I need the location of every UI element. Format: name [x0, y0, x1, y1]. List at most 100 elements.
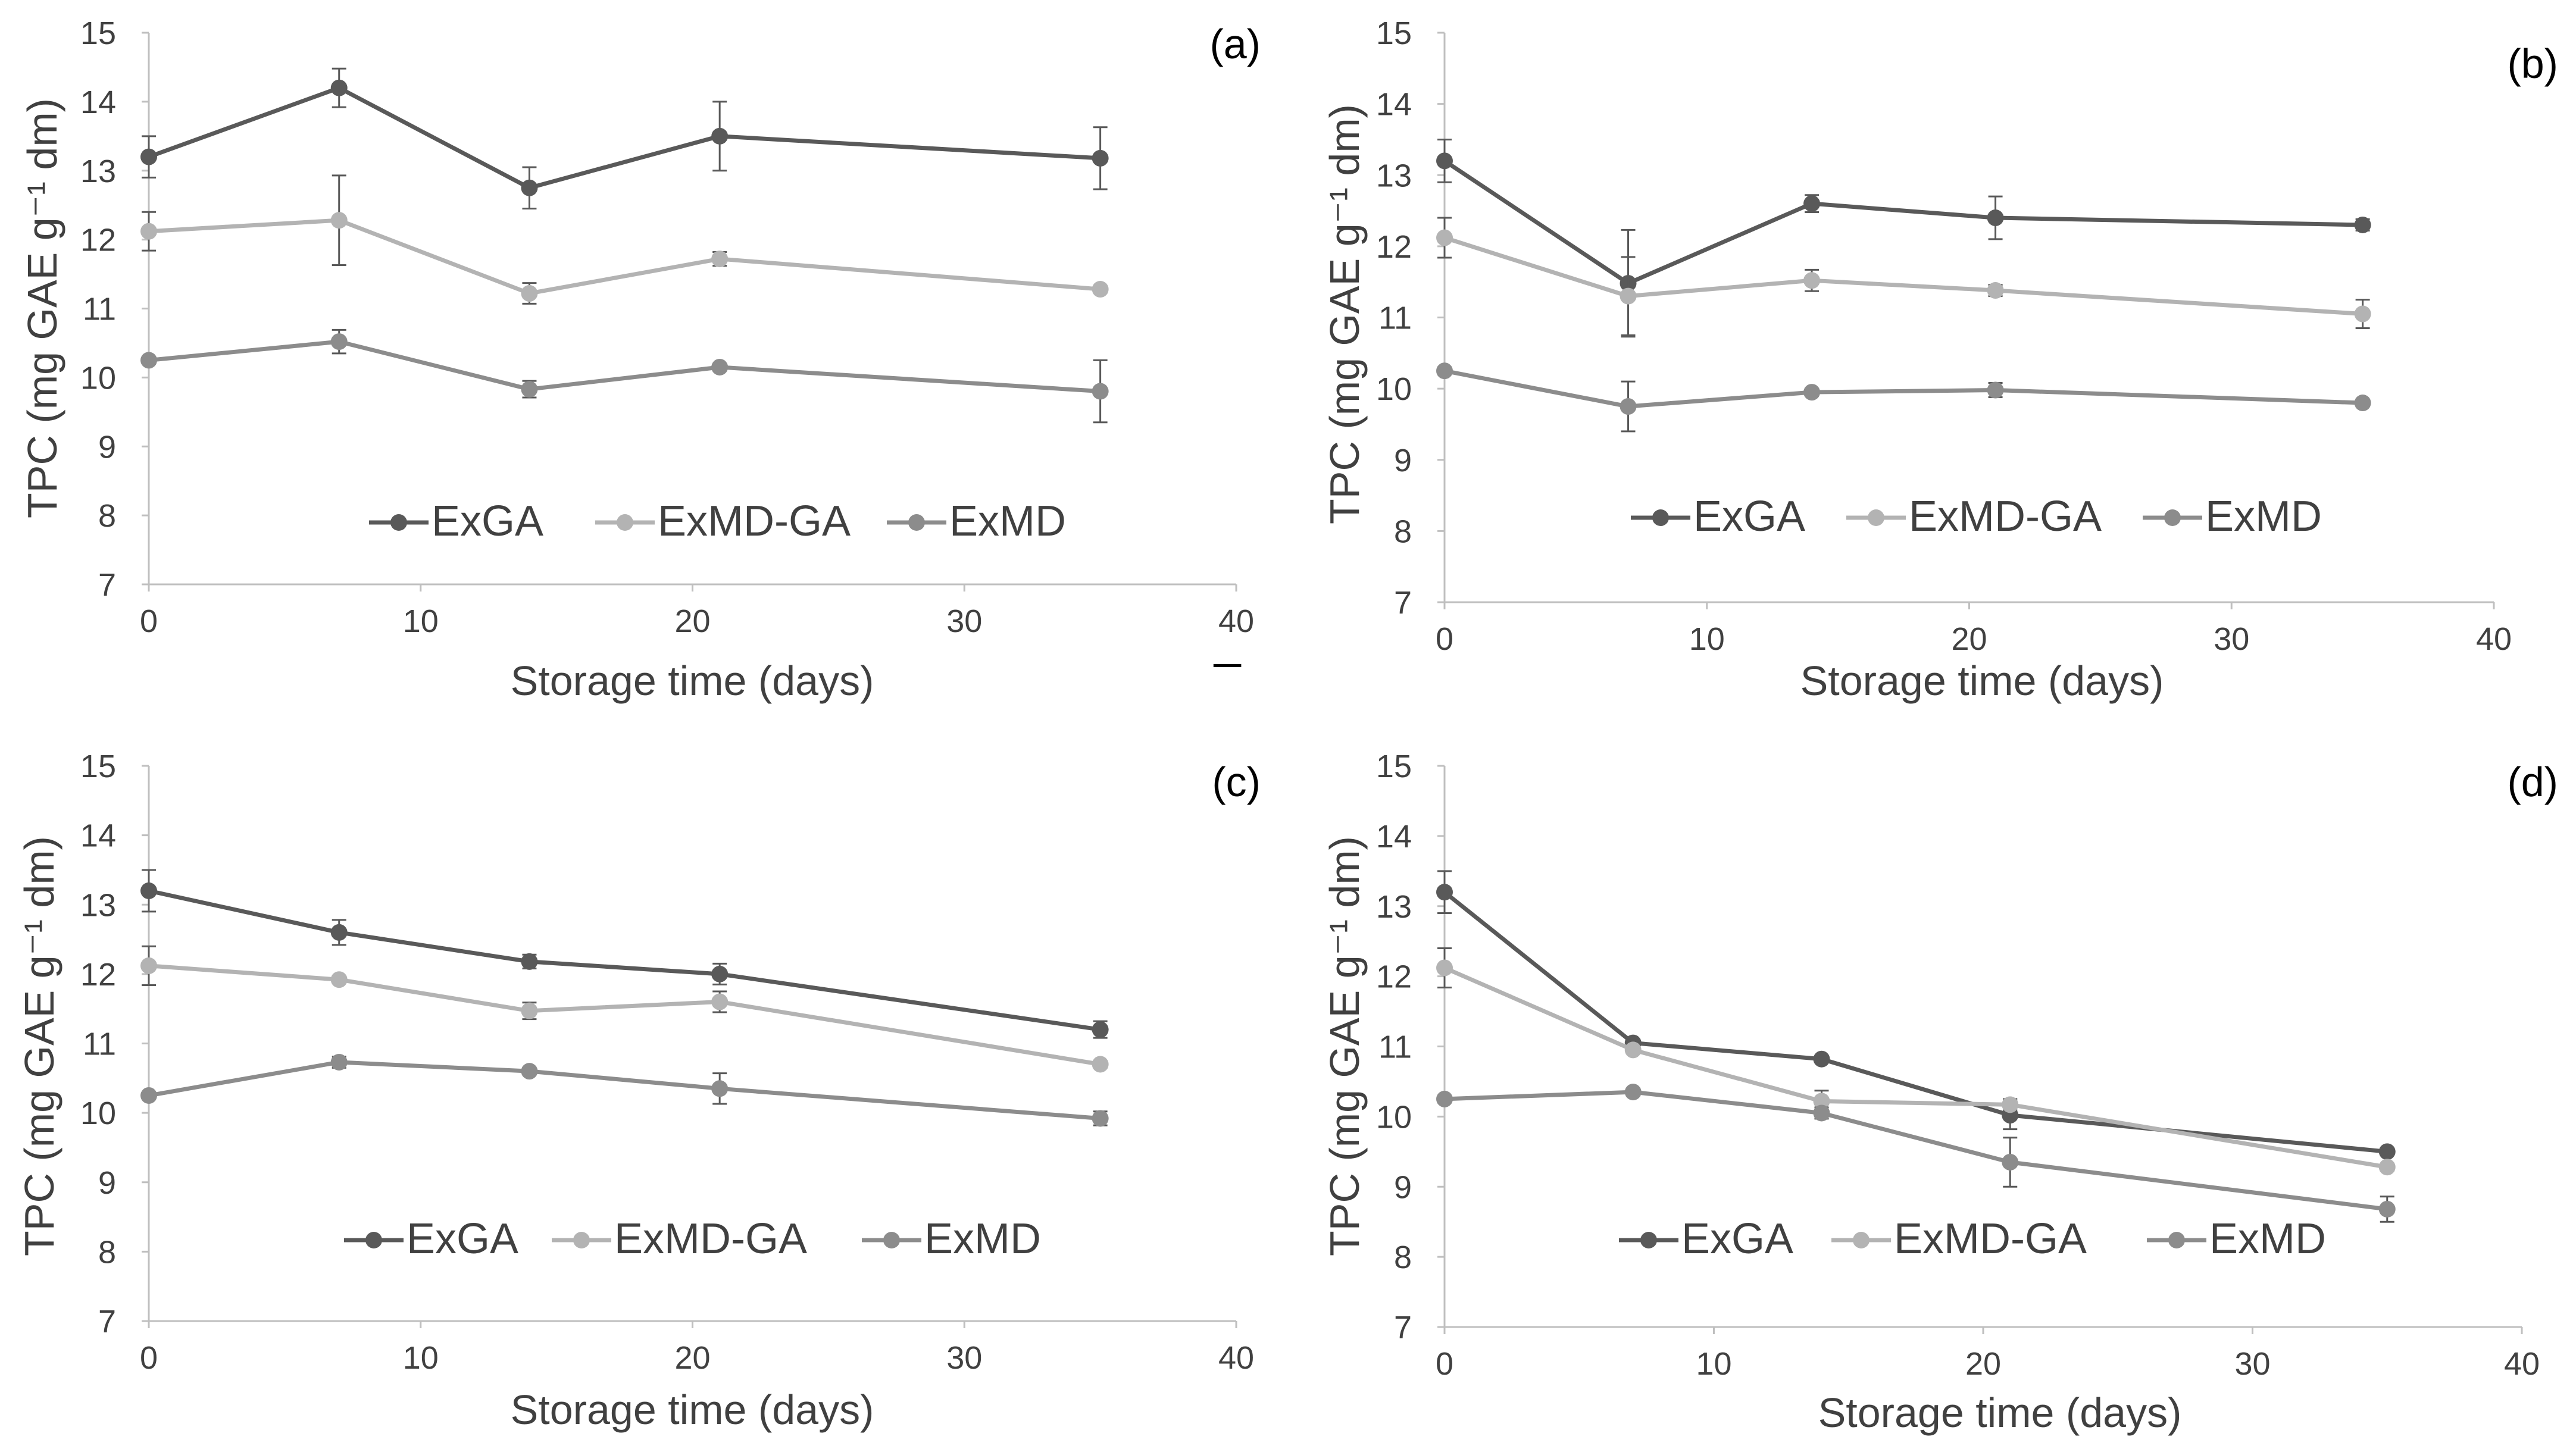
- data-point: [1813, 1104, 1830, 1122]
- x-tick-label: 10: [403, 1340, 439, 1376]
- series-exga: [140, 869, 1109, 1039]
- y-axis-title: TPC (mg GAE g⁻¹ dm): [1321, 104, 1368, 524]
- chart-panel-2: 7 8 9 10 11 12 13 14 15 0 10 20 30 40 Storage time (da…: [1321, 15, 2558, 704]
- y-tick-label: 12: [80, 223, 116, 258]
- data-point: [140, 882, 157, 899]
- x-tick-label: 20: [1951, 621, 1987, 657]
- data-point: [1092, 281, 1109, 298]
- data-point: [711, 358, 729, 375]
- x-tick-label: 40: [2476, 621, 2512, 657]
- legend-entry-exmd: ExMD: [2147, 1215, 2326, 1263]
- y-tick-label: 12: [1376, 229, 1412, 265]
- y-tick-label: 10: [80, 1096, 116, 1131]
- data-point: [711, 127, 729, 145]
- data-point: [1436, 229, 1453, 246]
- y-tick-label: 11: [83, 292, 116, 327]
- legend-label: ExMD-GA: [614, 1215, 807, 1263]
- data-point: [140, 223, 157, 240]
- panel-label: (a): [1209, 21, 1261, 67]
- data-point: [2002, 1096, 2019, 1113]
- y-tick-label: 14: [1376, 87, 1412, 123]
- data-point: [1813, 1093, 1830, 1110]
- legend-label: ExMD-GA: [1909, 493, 2102, 540]
- series-exmd-ga: [1436, 947, 2396, 1176]
- series-exmd: [1436, 1084, 2396, 1223]
- x-tick-label: 0: [1436, 1346, 1453, 1382]
- data-point: [1803, 272, 1821, 289]
- chart-panel-4: 7 8 9 10 11 12 13 14 15 0 10 20 30 40 Storage time (da…: [1321, 749, 2558, 1436]
- legend-entry-exmd: ExMD: [887, 497, 1066, 545]
- data-point: [1620, 287, 1637, 305]
- x-tick-label: 20: [1965, 1346, 2001, 1382]
- series-exmd-ga: [1436, 217, 2371, 336]
- x-tick-label: 40: [1218, 603, 1254, 639]
- y-tick-label: 8: [98, 1234, 116, 1270]
- x-axis-title: Storage time (days): [511, 1387, 874, 1433]
- data-point: [2354, 216, 2371, 233]
- y-tick-label: 11: [1378, 1029, 1412, 1065]
- data-point: [140, 1087, 157, 1104]
- y-tick-label: 7: [98, 1304, 116, 1340]
- y-tick-label: 9: [98, 1165, 116, 1201]
- data-point: [1813, 1050, 1830, 1068]
- legend-marker: [2168, 1232, 2185, 1248]
- data-point: [521, 381, 538, 398]
- data-point: [330, 333, 348, 350]
- data-point: [711, 251, 729, 268]
- data-point: [1436, 884, 1453, 901]
- x-tick-label: 20: [674, 1340, 710, 1376]
- data-point: [2378, 1159, 2396, 1176]
- data-point: [1987, 381, 2004, 399]
- legend-marker: [1868, 509, 1884, 526]
- legend-entry-exmd: ExMD: [2143, 493, 2322, 540]
- legend-label: ExGA: [1693, 493, 1805, 540]
- legend-label: ExMD: [2205, 493, 2322, 540]
- x-tick-label: 10: [403, 603, 439, 639]
- y-tick-label: 13: [80, 154, 116, 189]
- x-tick-label: 30: [2234, 1346, 2270, 1382]
- data-point: [1436, 152, 1453, 170]
- data-point: [1092, 1056, 1109, 1073]
- y-tick-label: 13: [80, 887, 116, 923]
- series-exga: [140, 67, 1109, 209]
- x-axis-title: Storage time (days): [1818, 1389, 2182, 1436]
- chart-panel-3: 7 8 9 10 11 12 13 14 15 0 10 20 30 40 Storage time (da…: [16, 749, 1261, 1433]
- data-point: [2378, 1200, 2396, 1218]
- data-point: [1624, 1041, 1642, 1059]
- legend-label: ExGA: [1681, 1215, 1793, 1263]
- data-point: [1624, 1084, 1642, 1101]
- data-point: [1620, 398, 1637, 415]
- legend-entry-exmd-ga: ExMD-GA: [1831, 1215, 2087, 1263]
- y-tick-label: 12: [80, 957, 116, 993]
- data-point: [1436, 362, 1453, 380]
- panel-label: (b): [2507, 40, 2558, 87]
- x-tick-label: 30: [946, 1340, 982, 1376]
- data-point: [1092, 1110, 1109, 1127]
- data-point: [521, 285, 538, 302]
- legend-label: ExMD-GA: [1894, 1215, 2087, 1263]
- legend-label: ExMD-GA: [658, 497, 851, 545]
- legend-entry-exga: ExGA: [369, 497, 543, 545]
- y-tick-label: 15: [1376, 749, 1412, 784]
- x-tick-label: 0: [140, 1340, 158, 1376]
- data-point: [330, 1053, 348, 1071]
- y-tick-label: 12: [1376, 959, 1412, 995]
- legend-marker: [1652, 509, 1669, 526]
- data-point: [1092, 149, 1109, 167]
- data-point: [521, 953, 538, 970]
- y-tick-label: 15: [1376, 15, 1412, 51]
- data-point: [140, 352, 157, 369]
- series-exmd: [140, 328, 1109, 424]
- series-exmd-ga: [140, 174, 1109, 305]
- x-axis-title: Storage time (days): [1800, 658, 2164, 704]
- x-tick-label: 30: [2214, 621, 2249, 657]
- data-point: [1803, 384, 1821, 401]
- y-tick-label: 7: [98, 567, 116, 603]
- y-axis-title: TPC (mg GAE g⁻¹ dm): [16, 836, 62, 1256]
- series-exmd-ga: [140, 945, 1109, 1073]
- series-exga: [1436, 138, 2371, 338]
- x-tick-label: 40: [1218, 1340, 1254, 1376]
- legend-label: ExMD: [2209, 1215, 2326, 1263]
- data-point: [1987, 282, 2004, 299]
- y-tick-label: 9: [1394, 443, 1412, 478]
